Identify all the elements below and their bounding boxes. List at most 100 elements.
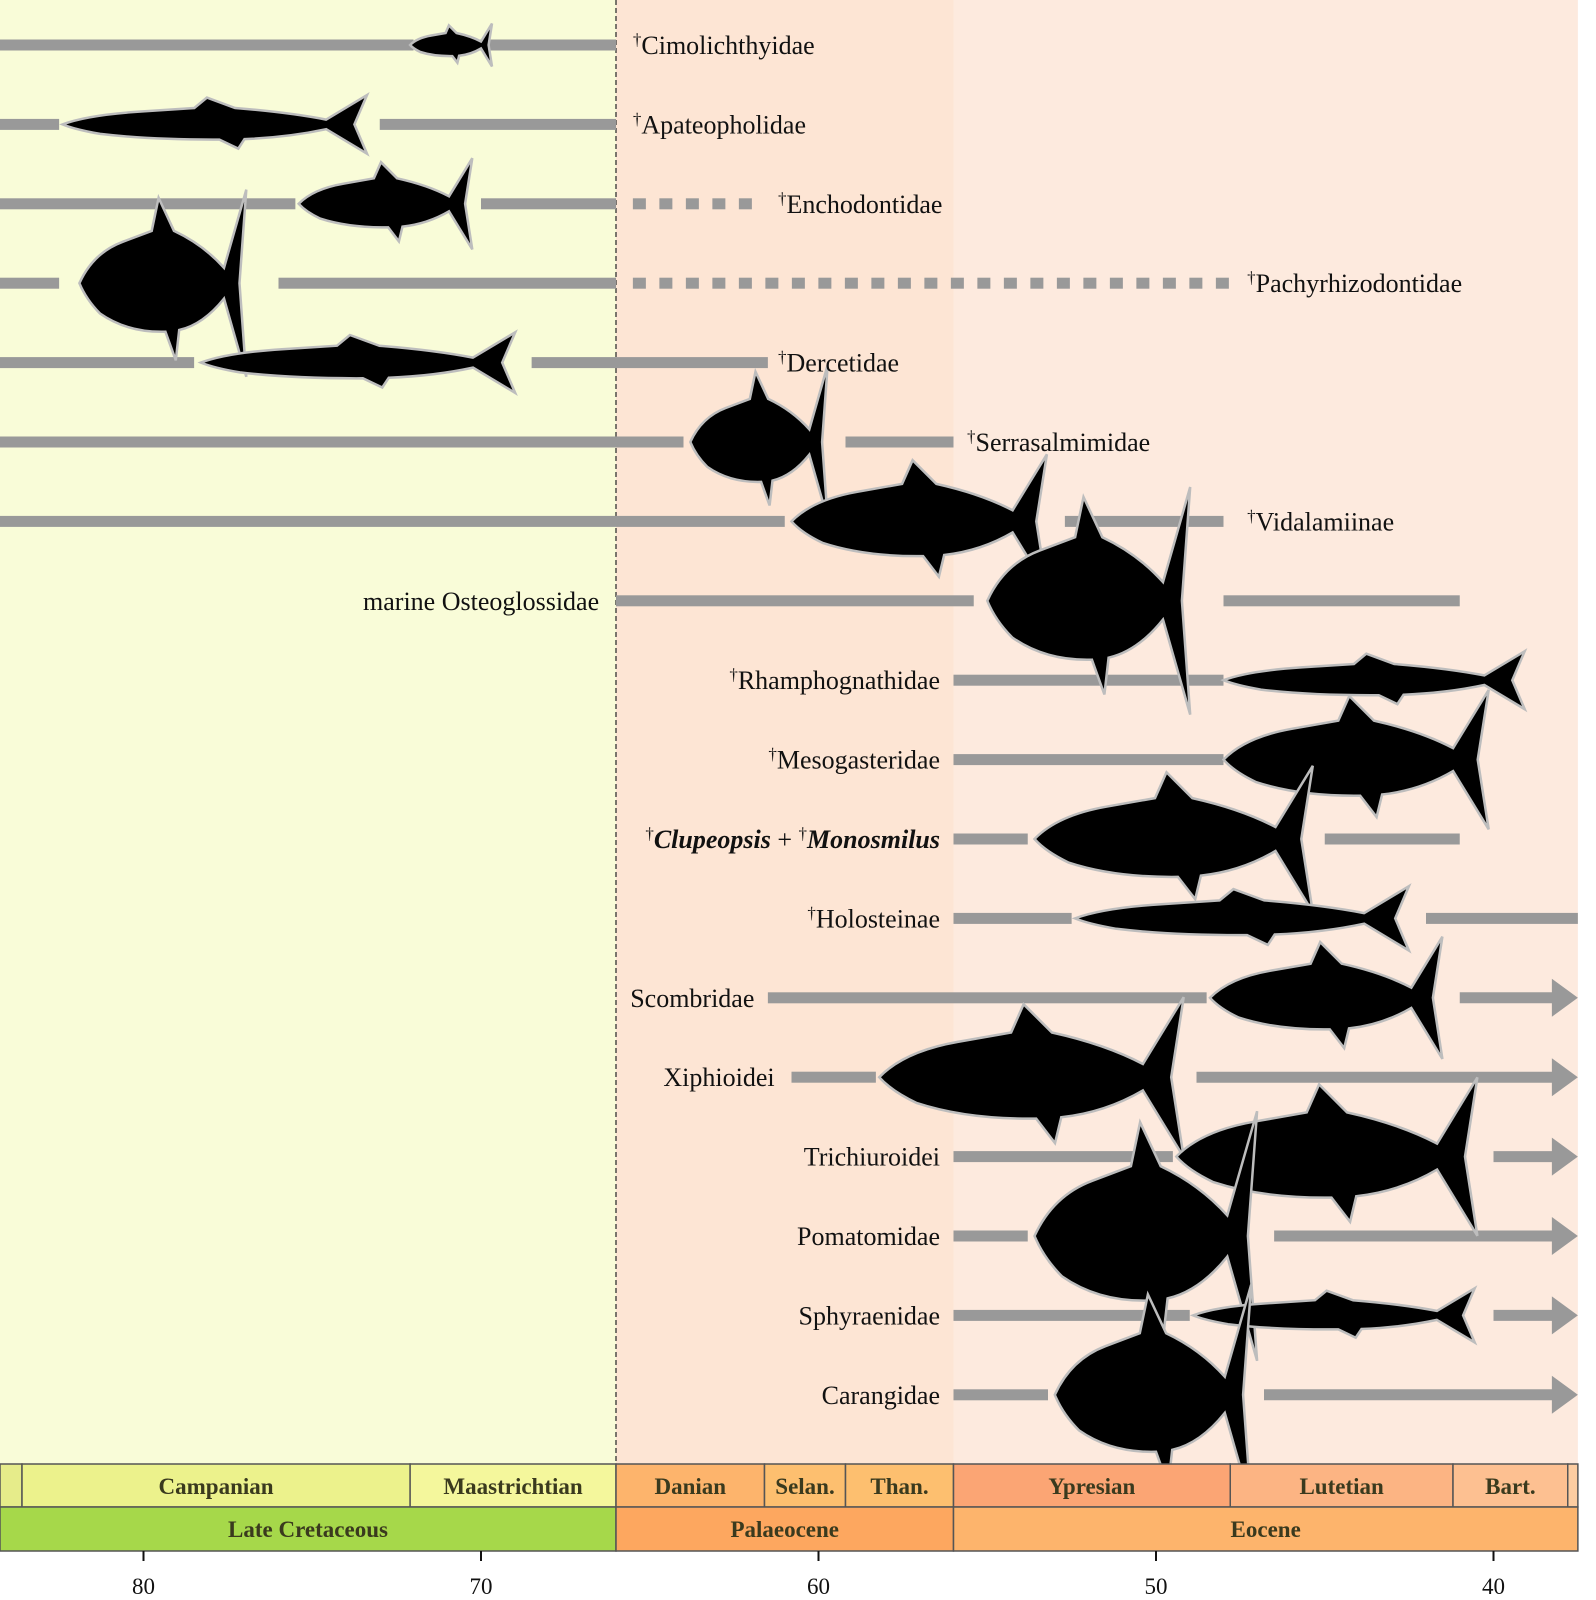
taxon-pachyrhizodontidae-dashed-range-17 (1083, 277, 1097, 289)
taxon-pachyrhizodontidae-dashed-range-2 (685, 277, 699, 289)
taxon-sphyraenidae-range-arrow (1493, 1296, 1578, 1335)
epoch-label-late-cretaceous: Late Cretaceous (228, 1517, 388, 1542)
taxon-pomatomidae-range-bar-0 (953, 1230, 1028, 1242)
taxon-pachyrhizodontidae-range-bar-1 (278, 277, 616, 289)
taxon-cimolichthyidae-range-bar-0 (0, 39, 414, 51)
taxon-pomatomidae-label: Pomatomidae (797, 1222, 940, 1251)
taxon-rhamphognathidae-fish-silhouette (1220, 648, 1528, 713)
stage-label-maastrichtian: Maastrichtian (443, 1474, 582, 1499)
stage-cell-9 (1567, 1463, 1579, 1508)
taxon-xiphioidei-fish-silhouette (877, 996, 1185, 1158)
stage-cell-3 (615, 1463, 766, 1508)
taxon-holosteinae-fish-silhouette (1071, 883, 1412, 954)
taxon-serrasalmimidae-label: †Serrasalmimidae (967, 427, 1150, 457)
taxon-pachyrhizodontidae-dashed-range-6 (791, 277, 805, 289)
taxon-enchodontidae-fish-silhouette (296, 157, 474, 251)
taxon-labels: †Cimolichthyidae †Apateopholidae †Enchodon… (363, 30, 1462, 1410)
taxon-enchodontidae-dashed-range-0 (632, 198, 646, 210)
taxon-scombridae-fish-silhouette (1208, 936, 1444, 1060)
taxon-pachyrhizodontidae-dashed-range-5 (765, 277, 779, 289)
taxon-trichiuroidei-range-bar-0 (953, 1151, 1173, 1163)
taxon-sphyraenidae-label: Sphyraenidae (798, 1301, 940, 1330)
taxon-clupeopsis-monosmilus-range-bar-1 (1324, 833, 1460, 845)
taxon-clupeopsis-monosmilus-label: †Clupeopsis + †Monosmilus (645, 824, 940, 854)
taxon-cimolichthyidae-label: †Cimolichthyidae (633, 30, 815, 60)
taxon-holosteinae-range-bar-1 (1426, 912, 1578, 924)
background-band-1 (616, 0, 954, 1465)
taxon-apateopholidae-range-bar-1 (379, 118, 616, 130)
taxon-mesogasteridae-fish-silhouette (1221, 689, 1490, 830)
taxon-scombridae-range-arrow (1459, 978, 1578, 1017)
taxon-pachyrhizodontidae-dashed-range-22 (1215, 277, 1229, 289)
axis-tick-label-40: 40 (1482, 1574, 1505, 1599)
taxon-pachyrhizodontidae-dashed-range-4 (738, 277, 752, 289)
taxon-holosteinae-label: †Holosteinae (807, 903, 940, 933)
taxon-scombridae-range-bar-0 (767, 992, 1207, 1004)
taxon-pachyrhizodontidae-fish-silhouette (78, 189, 248, 378)
stage-label-danian: Danian (654, 1474, 726, 1499)
taxon-pachyrhizodontidae-dashed-range-12 (950, 277, 964, 289)
age-axis: 80 70 60 50 40 (132, 1551, 1505, 1599)
taxon-enchodontidae-dashed-range-4 (738, 198, 752, 210)
axis-tick-label-50: 50 (1145, 1574, 1168, 1599)
taxon-pachyrhizodontidae-dashed-range-13 (977, 277, 991, 289)
taxon-pachyrhizodontidae-dashed-range-1 (659, 277, 673, 289)
taxon-pachyrhizodontidae-dashed-range-15 (1030, 277, 1044, 289)
taxon-rhamphognathidae-label: †Rhamphognathidae (729, 665, 940, 695)
taxon-clupeopsis-monosmilus-range-bar-0 (953, 833, 1028, 845)
taxon-dercetidae-label: †Dercetidae (778, 348, 899, 378)
taxon-xiphioidei-range-bar-0 (791, 1071, 876, 1083)
axis-tick-label-80: 80 (132, 1574, 155, 1599)
taxon-xiphioidei-label: Xiphioidei (663, 1063, 774, 1092)
taxon-dercetidae-range-bar-0 (0, 357, 195, 369)
taxon-serrasalmimidae-fish-silhouette (688, 364, 829, 520)
taxon-enchodontidae-range-bar-0 (0, 198, 296, 210)
stage-label-bart: Bart. (1485, 1474, 1535, 1499)
taxon-marine-osteoglossidae-range-bar-0 (616, 595, 974, 607)
background-band-0 (0, 0, 616, 1465)
taxon-sphyraenidae-range-bar-0 (953, 1309, 1190, 1321)
taxon-mesogasteridae-range-bar-0 (953, 754, 1224, 766)
taxon-holosteinae-range-bar-0 (953, 912, 1072, 924)
epoch-cell-0 (0, 1506, 617, 1552)
taxon-pachyrhizodontidae-dashed-range-16 (1056, 277, 1070, 289)
epoch-label-palaeocene: Palaeocene (730, 1517, 839, 1542)
taxon-enchodontidae-label: †Enchodontidae (778, 189, 942, 219)
taxon-vidalamiinae-range-bar-1 (1064, 515, 1224, 527)
taxon-apateopholidae-fish-silhouette (59, 92, 370, 157)
stage-label-ypresian: Ypresian (1048, 1474, 1135, 1499)
taxon-enchodontidae-dashed-range-2 (685, 198, 699, 210)
taxon-pachyrhizodontidae-dashed-range-8 (844, 277, 858, 289)
taxon-pachyrhizodontidae-dashed-range-10 (897, 277, 911, 289)
taxon-vidalamiinae-fish-silhouette (789, 453, 1049, 590)
epoch-cell-2 (952, 1506, 1579, 1552)
stage-label-than: Than. (870, 1474, 928, 1499)
taxon-dercetidae-range-bar-1 (531, 357, 768, 369)
taxon-marine-osteoglossidae-range-bar-1 (1223, 595, 1460, 607)
stage-label-campanian: Campanian (159, 1474, 274, 1499)
taxon-pachyrhizodontidae-dashed-range-20 (1162, 277, 1176, 289)
taxon-pomatomidae-fish-silhouette (1033, 1110, 1259, 1362)
taxon-cimolichthyidae-range-bar-1 (464, 39, 616, 51)
taxon-carangidae-fish-silhouette (1053, 1284, 1253, 1506)
taxon-pachyrhizodontidae-dashed-range-14 (1003, 277, 1017, 289)
taxon-serrasalmimidae-range-bar-1 (845, 436, 954, 448)
taxon-cimolichthyidae-fish-silhouette (408, 22, 494, 68)
taxon-enchodontidae-range-bar-1 (481, 198, 616, 210)
taxon-xiphioidei-range-arrow (1196, 1058, 1578, 1097)
taxon-carangidae-range-arrow (1264, 1375, 1578, 1414)
stage-cell-2 (409, 1463, 617, 1508)
stage-label-selan: Selan. (775, 1474, 834, 1499)
stage-cell-0 (0, 1463, 23, 1508)
taxon-marine-osteoglossidae-label: marine Osteoglossidae (363, 587, 599, 616)
taxon-pachyrhizodontidae-dashed-range-3 (712, 277, 726, 289)
taxon-pachyrhizodontidae-dashed-range-7 (818, 277, 832, 289)
stage-cell-4 (763, 1463, 847, 1508)
taxon-pomatomidae-range-arrow (1274, 1217, 1578, 1255)
taxon-vidalamiinae-range-bar-0 (0, 515, 785, 527)
taxon-pachyrhizodontidae-dashed-range-0 (632, 277, 646, 289)
taxon-pachyrhizodontidae-range-bar-0 (0, 277, 60, 289)
taxon-serrasalmimidae-range-bar-0 (0, 436, 684, 448)
taxon-pachyrhizodontidae-dashed-range-19 (1136, 277, 1150, 289)
taxon-pachyrhizodontidae-label: †Pachyrhizodontidae (1247, 268, 1462, 298)
